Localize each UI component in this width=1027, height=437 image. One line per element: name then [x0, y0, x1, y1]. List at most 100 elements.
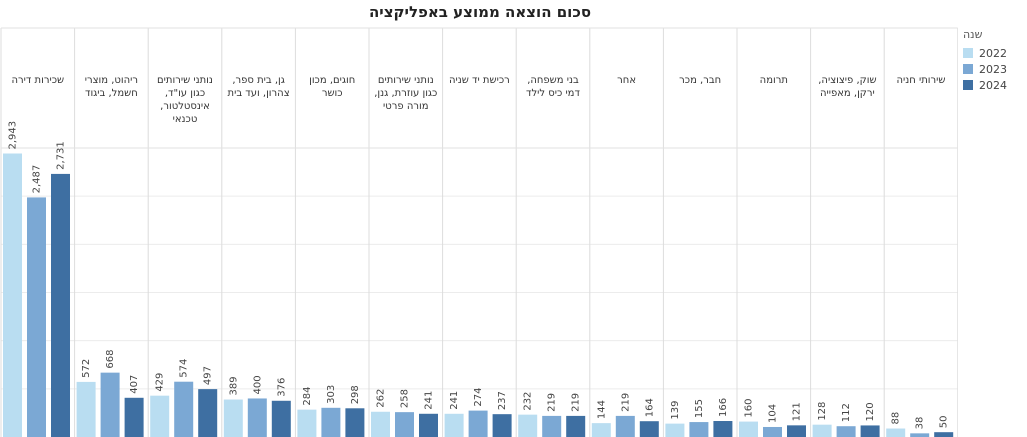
bar [371, 411, 390, 437]
bar [198, 389, 218, 437]
bar [321, 407, 341, 437]
category-label: נותני שירותים כגון עו"ד, אינסטלטור, טכנא… [157, 75, 213, 125]
bar [860, 425, 880, 437]
value-label: 407 [129, 375, 140, 394]
bar [836, 426, 856, 437]
bar [739, 421, 758, 437]
value-label: 274 [473, 388, 484, 407]
value-label: 572 [81, 359, 92, 378]
legend-title: שנה [963, 28, 983, 41]
value-label: 128 [817, 402, 828, 421]
category-label: חבר, מכר [679, 75, 722, 86]
bar [713, 421, 733, 437]
value-label: 164 [644, 398, 655, 417]
category-label: אחר [617, 75, 637, 86]
bar [3, 153, 22, 437]
legend-label: 2022 [979, 46, 1007, 60]
value-label: 497 [203, 366, 214, 385]
bar [542, 415, 562, 437]
category-label: גן, בית ספר, צהרון, ועד בית [227, 75, 290, 99]
chart-title: סכום הוצאה ממוצע באפליקציה [368, 3, 592, 21]
legend-item: 2022 [963, 45, 1025, 61]
value-label: 38 [915, 417, 926, 430]
legend-item: 2024 [963, 77, 1025, 93]
value-label: 219 [620, 393, 631, 412]
category-label: שירותי חניה [896, 75, 946, 86]
value-label: 241 [449, 391, 460, 410]
value-label: 166 [718, 398, 729, 417]
bar [468, 410, 488, 437]
value-label: 237 [497, 391, 508, 410]
bar [395, 412, 414, 437]
legend-label: 2023 [979, 62, 1007, 76]
bar [223, 399, 243, 437]
value-label: 104 [768, 404, 779, 423]
value-label: 258 [400, 389, 411, 408]
bar [76, 381, 96, 437]
legend: שנה 2022 2023 2024 [963, 28, 1025, 93]
bar [419, 413, 438, 437]
value-label: 298 [350, 385, 361, 404]
bar [615, 415, 635, 437]
value-label: 88 [891, 412, 902, 425]
category-label: רכישת יד שניה [449, 75, 510, 86]
legend-swatch [963, 80, 973, 90]
legend-swatch [963, 48, 973, 58]
bar [886, 428, 906, 437]
value-label: 389 [228, 376, 239, 395]
value-label: 139 [670, 401, 681, 420]
value-label: 232 [523, 392, 534, 411]
bar [51, 173, 70, 437]
bar [247, 398, 267, 437]
value-label: 219 [571, 393, 582, 412]
value-label: 262 [376, 389, 387, 408]
legend-label: 2024 [979, 78, 1007, 92]
bar [591, 423, 611, 437]
legend-swatch [963, 64, 973, 74]
value-label: 219 [547, 393, 558, 412]
value-label: 241 [424, 391, 435, 410]
bar [812, 424, 832, 437]
bar [100, 372, 120, 437]
bar [763, 426, 782, 437]
value-label: 429 [155, 373, 166, 392]
category-label: שכירות דירה [11, 75, 65, 86]
value-label: 668 [105, 350, 116, 369]
value-label: 574 [179, 359, 190, 378]
value-label: 2,487 [32, 165, 43, 194]
value-label: 303 [326, 385, 337, 404]
bar [444, 413, 464, 437]
bar [492, 414, 512, 437]
value-label: 2,943 [8, 121, 19, 150]
category-label: נותני שירותים כגון עוזרת, גנן, מורה פרטי [374, 75, 438, 112]
bar [689, 422, 709, 437]
bar [934, 432, 954, 437]
bar [639, 421, 659, 437]
bar [787, 425, 806, 437]
category-label: שוק, פיצוציה, ירקן, מאפייה [818, 75, 877, 99]
value-label: 155 [694, 399, 705, 418]
value-label: 144 [596, 400, 607, 419]
value-label: 400 [252, 375, 263, 394]
value-label: 160 [744, 398, 755, 417]
value-label: 112 [841, 403, 852, 422]
value-label: 50 [939, 415, 950, 428]
legend-items: 2022 2023 2024 [963, 45, 1025, 93]
bar [174, 381, 194, 437]
category-label: חוגים, מכון כושר [309, 75, 356, 99]
bar [566, 415, 586, 437]
value-label: 120 [865, 402, 876, 421]
value-label: 376 [276, 378, 287, 397]
value-label: 284 [302, 387, 313, 406]
bar [910, 433, 930, 437]
bar [124, 397, 144, 437]
value-label: 121 [792, 402, 803, 421]
bar [271, 400, 291, 437]
bar [665, 423, 685, 437]
category-label: תרומה [759, 75, 788, 86]
bar [518, 414, 538, 437]
legend-item: 2023 [963, 61, 1025, 77]
bar [297, 409, 317, 437]
category-label: בני משפחה, דמי כיס לילד [526, 75, 580, 99]
bar [150, 395, 170, 437]
